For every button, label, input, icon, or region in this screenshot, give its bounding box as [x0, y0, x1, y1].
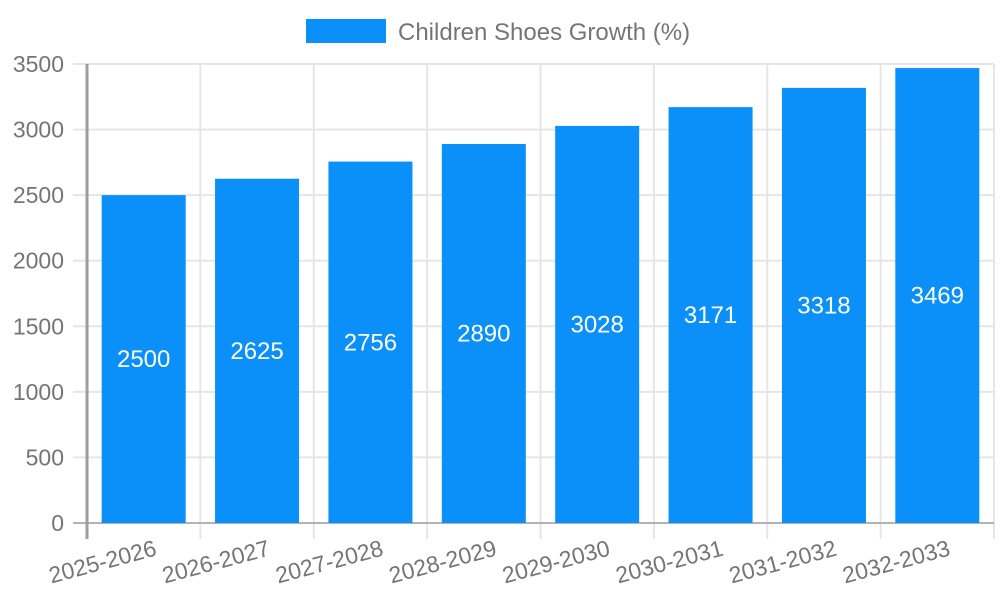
legend-marker[interactable] [306, 19, 386, 43]
bar-value-label: 3171 [684, 302, 737, 329]
x-axis-tick-labels: 2025-2026 2026-2027 2027-2028 2028-2029 2029… [46, 535, 953, 589]
x-axis-tick-label: 2029-2030 [500, 535, 613, 589]
y-axis-tick-labels: 0 500 1000 1500 2000 2500 3000 3500 [13, 51, 64, 536]
gridlines [73, 63, 995, 539]
bar-value-label: 2500 [117, 346, 170, 373]
y-axis-tick-label: 2500 [13, 182, 64, 208]
legend[interactable]: Children Shoes Growth (%) [306, 19, 690, 46]
legend-label[interactable]: Children Shoes Growth (%) [398, 19, 690, 46]
y-axis-tick-label: 0 [51, 510, 64, 536]
y-axis-tick-label: 1500 [13, 313, 64, 339]
bar[interactable] [215, 178, 300, 523]
x-axis-tick-label: 2032-2033 [840, 535, 953, 589]
bar-value-label: 3469 [911, 283, 964, 310]
x-axis-tick-label: 2027-2028 [273, 535, 386, 589]
bar[interactable] [441, 143, 526, 524]
y-axis-tick-label: 1000 [13, 379, 64, 405]
bar[interactable] [781, 87, 866, 524]
bar-value-label: 2756 [344, 329, 397, 356]
x-axis-tick-label: 2025-2026 [46, 535, 159, 589]
x-axis-tick-label: 2026-2027 [159, 535, 272, 589]
bar[interactable] [555, 125, 640, 524]
y-axis-tick-label: 3000 [13, 117, 64, 143]
bar-value-label: 2890 [457, 320, 510, 347]
bar-value-label: 2625 [230, 338, 283, 365]
bars [101, 68, 980, 524]
x-axis-tick-label: 2030-2031 [613, 535, 726, 589]
bar-value-label: 3028 [570, 311, 623, 338]
bar[interactable] [328, 161, 413, 523]
bar-value-label: 3318 [797, 292, 850, 319]
y-axis-tick-label: 500 [26, 444, 64, 470]
bar[interactable] [668, 107, 753, 524]
x-axis-tick-label: 2028-2029 [386, 535, 499, 589]
bar-value-labels: 2500 2625 2756 2890 3028 3171 3318 3469 [117, 283, 964, 374]
y-axis-tick-label: 2000 [13, 248, 64, 274]
y-axis-tick-label: 3500 [13, 51, 64, 77]
x-axis-tick-label: 2031-2032 [726, 535, 839, 589]
bar[interactable] [895, 68, 980, 523]
bar[interactable] [101, 195, 186, 523]
